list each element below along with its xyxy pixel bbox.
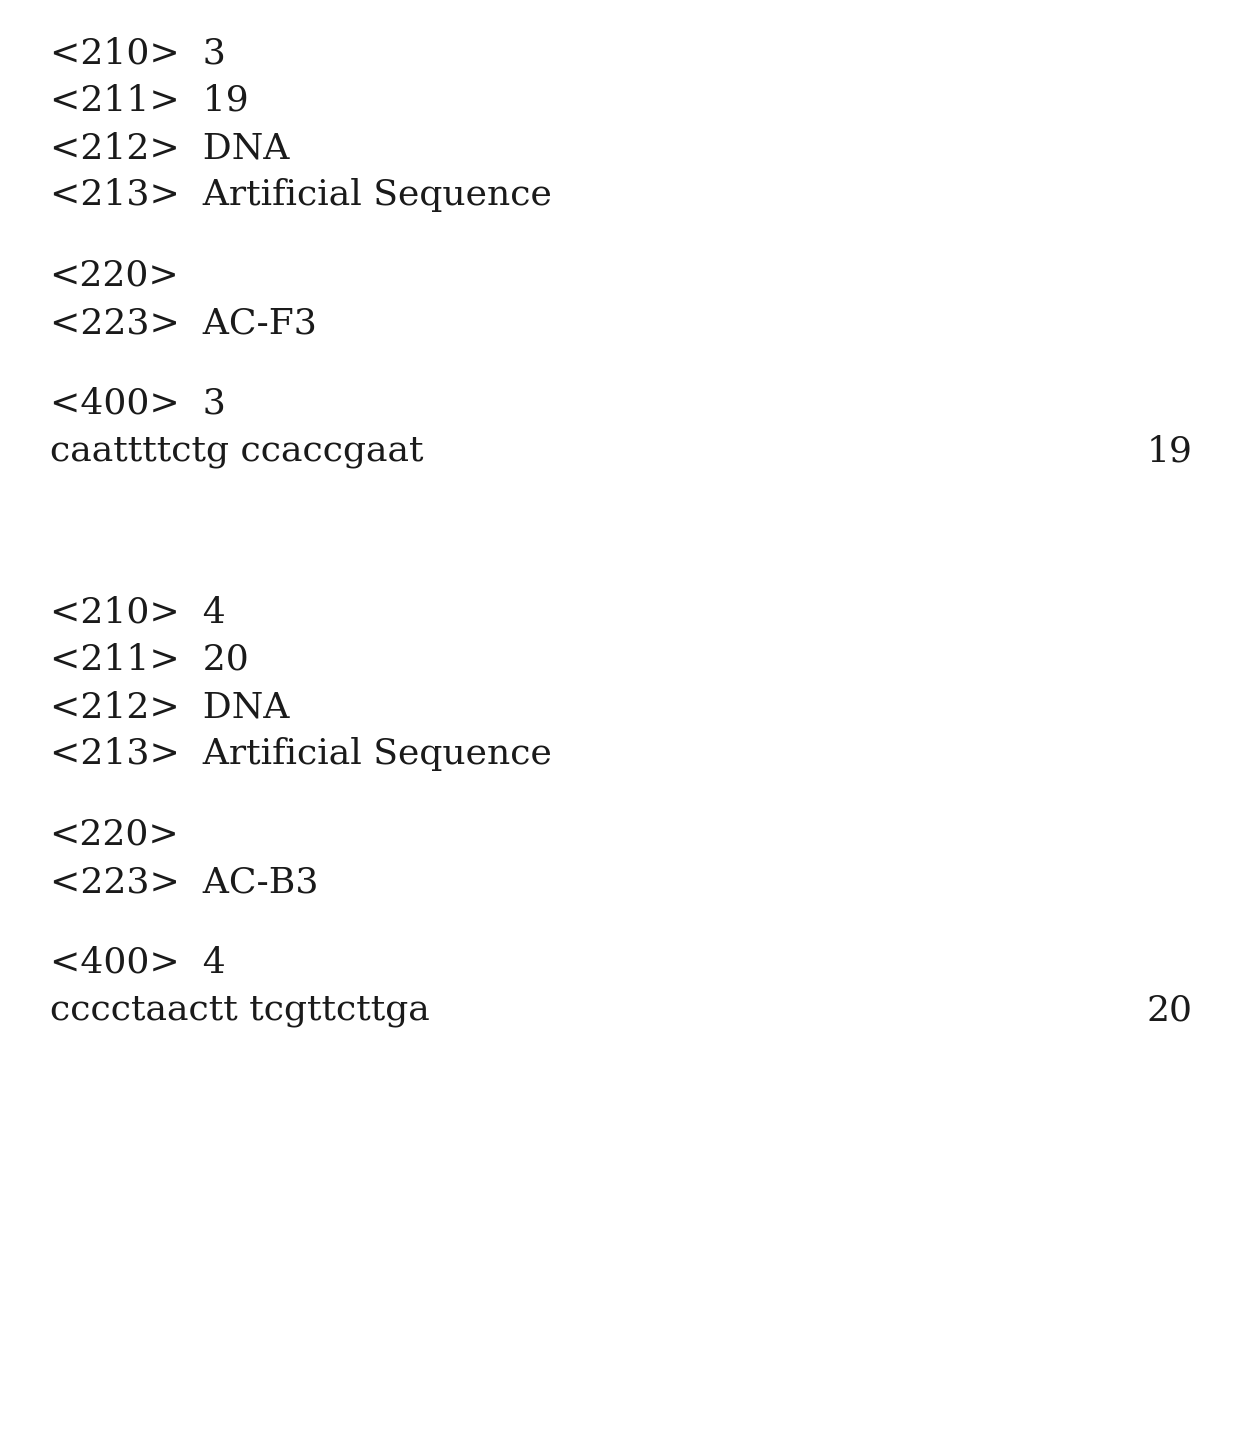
Text: <220>: <220> (50, 818, 180, 852)
Text: <220>: <220> (50, 259, 180, 293)
Text: <400>  4: <400> 4 (50, 946, 226, 980)
Text: <212>  DNA: <212> DNA (50, 690, 289, 724)
Text: 19: 19 (1147, 434, 1193, 468)
Text: <211>  19: <211> 19 (50, 83, 248, 118)
Text: <213>  Artificial Sequence: <213> Artificial Sequence (50, 178, 552, 213)
Text: <223>  AC-F3: <223> AC-F3 (50, 306, 316, 341)
Text: cccctaactt tcgttcttga: cccctaactt tcgttcttga (50, 993, 429, 1027)
Text: 20: 20 (1147, 993, 1193, 1027)
Text: <223>  AC-B3: <223> AC-B3 (50, 865, 319, 900)
Text: <210>  3: <210> 3 (50, 36, 226, 70)
Text: <210>  4: <210> 4 (50, 595, 226, 629)
Text: <212>  DNA: <212> DNA (50, 131, 289, 165)
Text: caattttctg ccaccgaat: caattttctg ccaccgaat (50, 434, 423, 468)
Text: <400>  3: <400> 3 (50, 387, 226, 421)
Text: <213>  Artificial Sequence: <213> Artificial Sequence (50, 737, 552, 772)
Text: <211>  20: <211> 20 (50, 642, 248, 677)
